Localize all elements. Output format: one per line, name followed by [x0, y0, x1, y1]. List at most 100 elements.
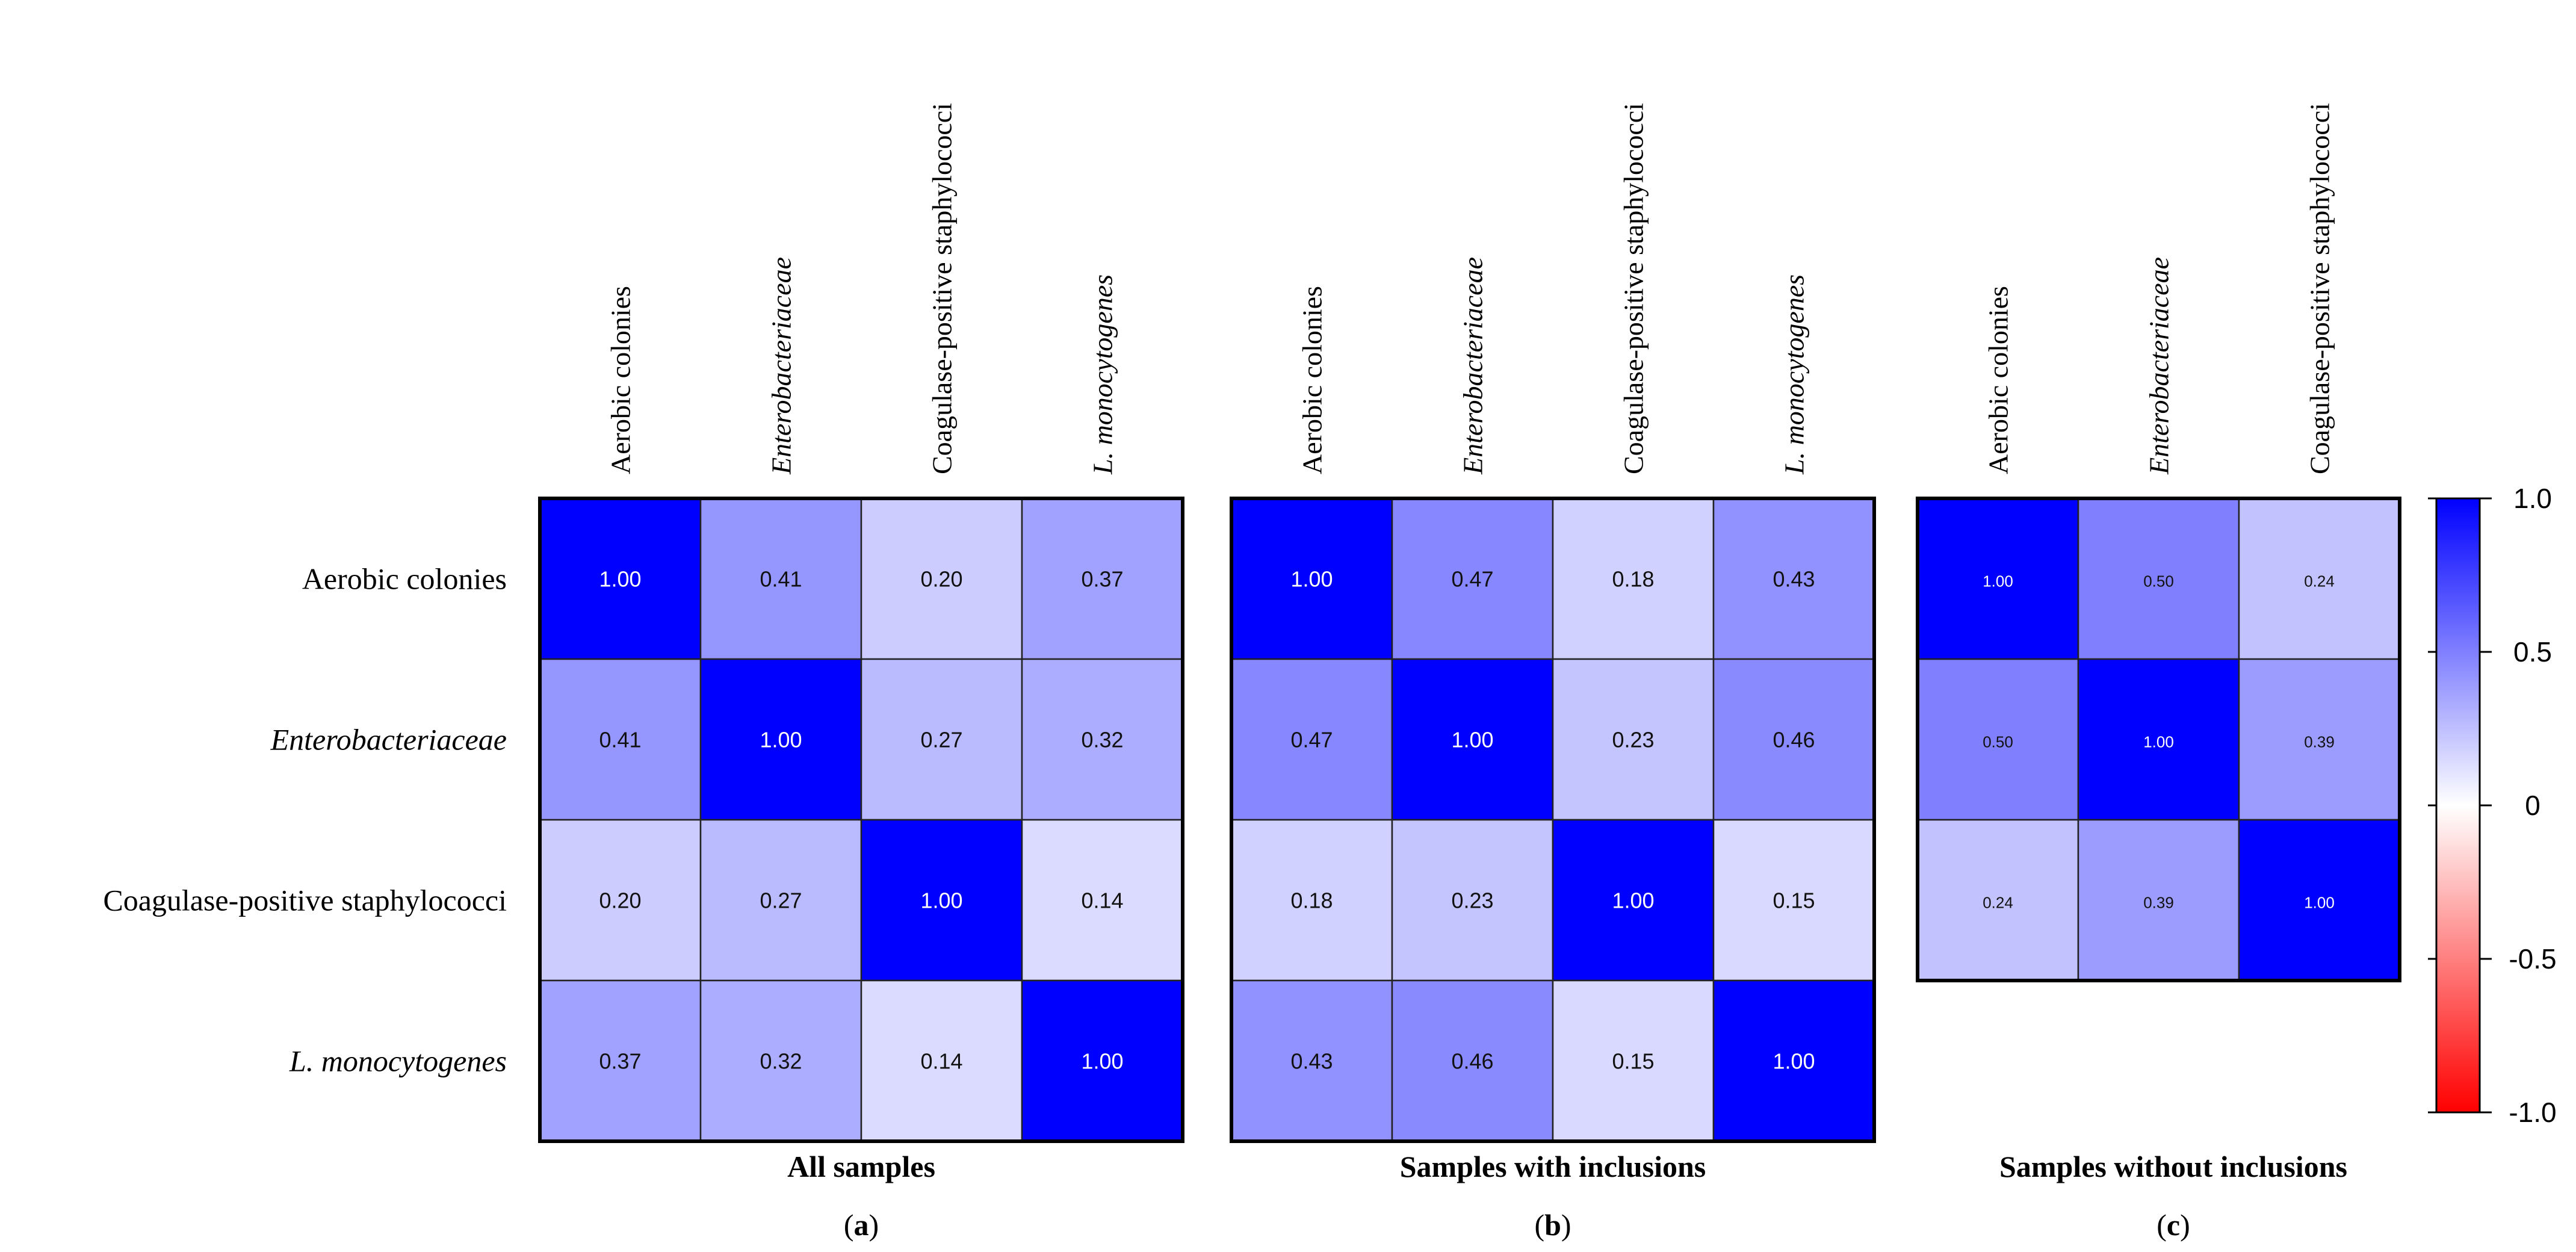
cell-value-label: 1.00: [1773, 1049, 1815, 1074]
panel-title: Samples with inclusions: [1400, 1150, 1706, 1183]
cell-value-label: 0.50: [1983, 733, 2013, 751]
cell-value-label: 0.47: [1290, 728, 1333, 752]
cell-value-label: 0.23: [1612, 728, 1654, 752]
heatmap-cell: [699, 819, 862, 982]
cell-value-label: 0.20: [599, 888, 641, 913]
heatmap-panels: Aerobic colonies Enterobacteriaceae Coagul…: [538, 103, 2401, 1242]
heatmap-cell: [539, 979, 702, 1142]
cell-value-label: 1.00: [2304, 894, 2335, 912]
column-label: Aerobic colonies: [1983, 286, 2014, 474]
heatmap-cell: [1552, 658, 1715, 821]
heatmap-cell: [1712, 658, 1875, 821]
cell-value-label: 0.24: [2304, 572, 2335, 590]
colorbar-tick-label: -0.5: [2509, 943, 2556, 975]
cell-value-label: 0.46: [1451, 1049, 1493, 1074]
cell-value-label: 0.32: [760, 1049, 802, 1074]
heatmap-cell: [1712, 819, 1875, 982]
heatmap-cell: [1230, 658, 1393, 821]
colorbar-tick-label: 0: [2525, 790, 2540, 821]
column-label: Aerobic colonies: [605, 286, 636, 474]
cell-value-label: 0.32: [1081, 728, 1123, 752]
heatmap-cell: [1021, 819, 1184, 982]
row-label: L. monocytogenes: [289, 1044, 507, 1078]
cell-value-label: 0.39: [2143, 894, 2174, 912]
cell-value-label: 0.37: [599, 1049, 641, 1074]
heatmap-cell: [1552, 979, 1715, 1142]
heatmap-cell: [2077, 658, 2240, 821]
row-labels: Aerobic colonies Enterobacteriaceae Coagul…: [103, 562, 507, 1078]
panel-border: [538, 497, 1184, 1143]
heatmap-panel: Aerobic colonies Enterobacteriaceae Coagul…: [1230, 103, 1876, 1242]
cell-value-label: 0.18: [1290, 888, 1333, 913]
heatmap-cell: [1391, 979, 1554, 1142]
heatmap-cell: [699, 979, 862, 1142]
heatmap-cell: [1712, 979, 1875, 1142]
heatmap-cell: [539, 497, 702, 660]
cell-value-label: 0.27: [760, 888, 802, 913]
heatmap-cell: [1021, 497, 1184, 660]
panel-tag: (b): [1534, 1208, 1571, 1242]
cell-value-label: 0.24: [1983, 894, 2013, 912]
cell-value-label: 1.00: [1612, 888, 1654, 913]
cell-value-label: 1.00: [760, 728, 802, 752]
panel-title: All samples: [787, 1150, 935, 1183]
heatmap-cell: [2238, 819, 2401, 982]
colorbar: 1.0 0.5 0 -0.5 -1.0: [2428, 483, 2557, 1128]
heatmap-panel: Aerobic colonies Enterobacteriaceae Coagul…: [538, 103, 1184, 1242]
heatmap-cell: [2238, 497, 2401, 660]
colorbar-tick-label: 0.5: [2513, 636, 2552, 668]
cell-value-label: 1.00: [599, 567, 641, 592]
column-label: Coagulase-positive staphylococci: [1618, 103, 1649, 474]
cell-value-label: 0.14: [920, 1049, 962, 1074]
colorbar-tick-label: 1.0: [2513, 483, 2552, 514]
heatmap-cell: [2077, 819, 2240, 982]
panel-tag: (a): [844, 1208, 879, 1242]
cell-value-label: 0.37: [1081, 567, 1123, 592]
cell-value-label: 0.39: [2304, 733, 2335, 751]
cell-value-label: 0.46: [1773, 728, 1815, 752]
heatmap-cell: [1230, 979, 1393, 1142]
cell-value-label: 0.15: [1773, 888, 1815, 913]
cell-value-label: 0.18: [1612, 567, 1654, 592]
cell-value-label: 0.27: [920, 728, 962, 752]
heatmap-cell: [699, 658, 862, 821]
heatmap-cell: [1391, 497, 1554, 660]
heatmap-cell: [1021, 979, 1184, 1142]
row-label: Aerobic colonies: [302, 562, 507, 596]
column-label: Enterobacteriaceae: [1458, 257, 1488, 475]
colorbar-tick-label: -1.0: [2509, 1097, 2556, 1128]
panel-border: [1916, 497, 2401, 982]
column-label: L. monocytogenes: [1779, 274, 1810, 475]
cell-value-label: 0.41: [760, 567, 802, 592]
column-label: Coagulase-positive staphylococci: [927, 103, 958, 474]
row-label: Coagulase-positive staphylococci: [103, 884, 507, 917]
cell-value-label: 1.00: [1451, 728, 1493, 752]
column-label: Enterobacteriaceae: [766, 257, 797, 475]
cell-value-label: 0.15: [1612, 1049, 1654, 1074]
cell-value-label: 0.43: [1290, 1049, 1333, 1074]
heatmap-cell: [539, 658, 702, 821]
column-label: L. monocytogenes: [1088, 274, 1118, 475]
heatmap-panel: Aerobic colonies Enterobacteriaceae Coagul…: [1916, 103, 2401, 1242]
column-label: Enterobacteriaceae: [2144, 257, 2175, 475]
heatmap-cell: [1552, 819, 1715, 982]
heatmap-cell: [860, 979, 1023, 1142]
panel-tag: (c): [2156, 1208, 2190, 1242]
colorbar-gradient: [2435, 497, 2481, 1114]
panel-title: Samples without inclusions: [1999, 1150, 2347, 1183]
column-label: Coagulase-positive staphylococci: [2305, 103, 2335, 474]
cell-value-label: 1.00: [1081, 1049, 1123, 1074]
panel-border: [1230, 497, 1876, 1143]
cell-value-label: 1.00: [920, 888, 962, 913]
heatmap-cell: [2077, 497, 2240, 660]
cell-value-label: 0.23: [1451, 888, 1493, 913]
heatmap-cell: [1021, 658, 1184, 821]
row-label: Enterobacteriaceae: [270, 723, 507, 757]
cell-value-label: 0.47: [1451, 567, 1493, 592]
cell-value-label: 1.00: [2143, 733, 2174, 751]
cell-value-label: 0.14: [1081, 888, 1123, 913]
heatmap-cell: [1391, 658, 1554, 821]
cell-value-label: 0.50: [2143, 572, 2174, 590]
heatmap-cell: [2238, 658, 2401, 821]
